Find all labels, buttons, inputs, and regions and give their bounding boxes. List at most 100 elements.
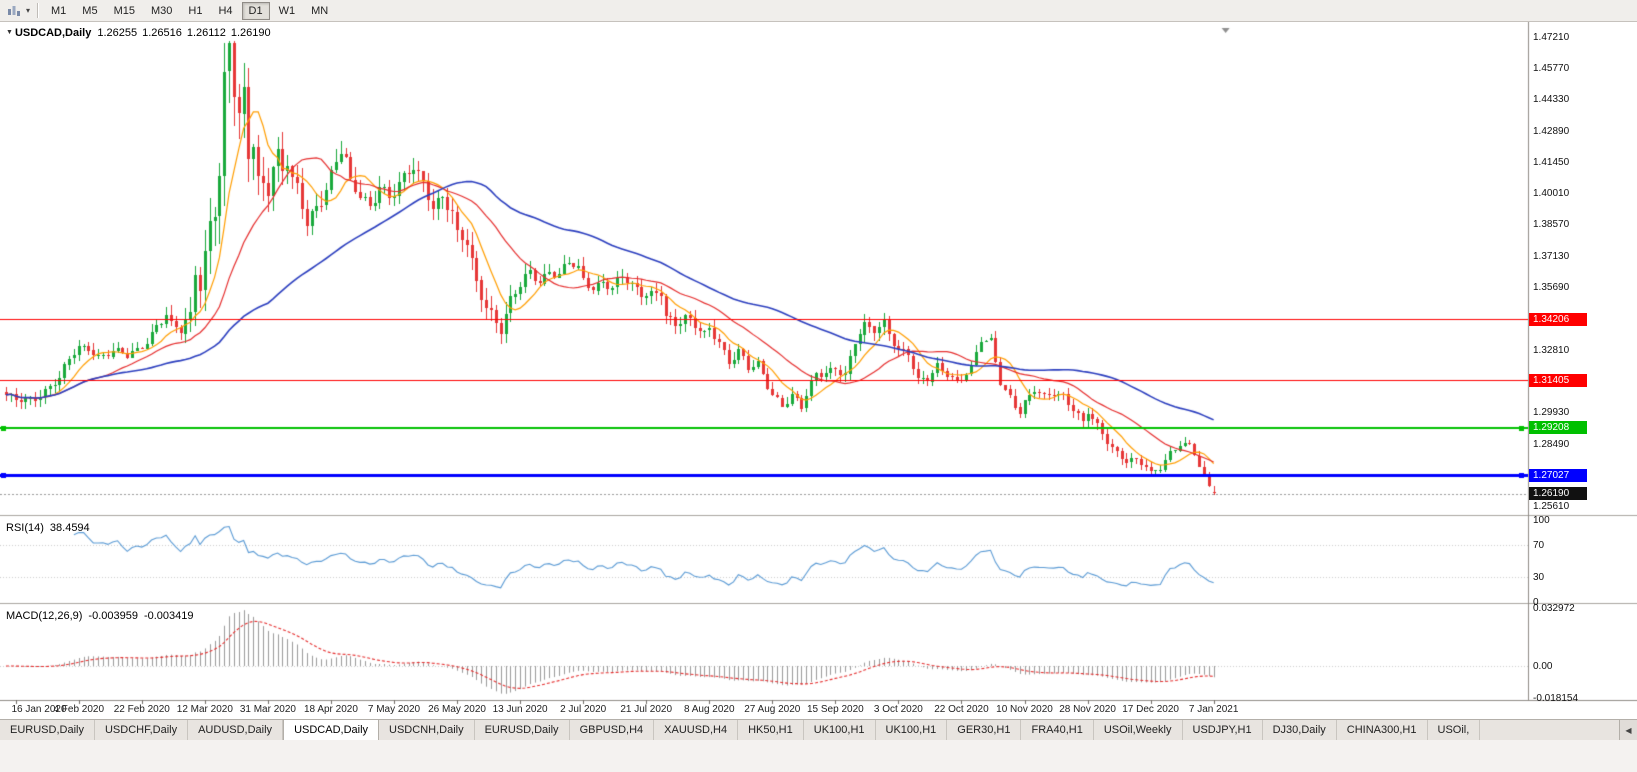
- price-scale-label: 1.44330: [1533, 94, 1570, 106]
- macd-scale-label: -0.018154: [1533, 693, 1579, 704]
- chart-tab-audusd-daily-2[interactable]: AUDUSD,Daily: [188, 720, 284, 740]
- price-scale-label: 1.32810: [1533, 344, 1570, 356]
- chart-tab-usdcad-daily-3[interactable]: USDCAD,Daily: [283, 720, 380, 740]
- price-scale-label: 1.25610: [1533, 501, 1570, 513]
- date-axis-label: 31 Mar 2020: [239, 704, 296, 715]
- date-axis-label: 13 Jun 2020: [492, 704, 548, 715]
- rsi-scale-label: 0: [1533, 597, 1539, 608]
- price-scale-label: 1.40010: [1533, 188, 1570, 200]
- date-axis-label: 12 Mar 2020: [176, 704, 233, 715]
- chart-type-icon-glyph: [8, 5, 20, 16]
- date-axis-label: 18 Apr 2020: [303, 704, 358, 715]
- chart-close-value: 1.26190: [230, 27, 271, 39]
- chart-type-icon[interactable]: [4, 3, 24, 19]
- chart-tab-usdcnh-daily-4[interactable]: USDCNH,Daily: [379, 720, 475, 740]
- rsi-indicator-value: 38.4594: [49, 522, 90, 534]
- price-scale-label: 1.35690: [1533, 282, 1570, 294]
- chart-tab-uk100-h1-10[interactable]: UK100,H1: [875, 720, 948, 740]
- date-axis-label: 3 Oct 2020: [873, 704, 923, 715]
- macd-signal-value: -0.003419: [143, 610, 194, 622]
- toolbar-separator: [37, 3, 39, 18]
- chart-tab-usdchf-daily-1[interactable]: USDCHF,Daily: [94, 720, 189, 740]
- chart-tab-eurusd-daily-0[interactable]: EURUSD,Daily: [0, 720, 95, 740]
- macd-indicator-name: MACD(12,26,9): [6, 610, 83, 622]
- date-axis-label: 22 Oct 2020: [934, 704, 989, 715]
- date-axis-label: 28 Nov 2020: [1059, 704, 1116, 715]
- chart-tab-gbpusd-h4-6[interactable]: GBPUSD,H4: [569, 720, 655, 740]
- price-scale-label: 1.38570: [1533, 219, 1570, 231]
- price-scale[interactable]: 1.47210 1.45770 1.44330 1.42890 1.41450 1.400…: [1528, 22, 1637, 704]
- rsi-scale-label: 100: [1533, 515, 1550, 526]
- chart-tab-bar: EURUSD,Daily USDCHF,Daily AUDUSD,Daily USDC…: [0, 719, 1637, 740]
- price-scale-label: 1.42890: [1533, 125, 1570, 137]
- chart-open-value: 1.26255: [97, 27, 138, 39]
- timeframe-button-h1[interactable]: H1: [188, 5, 203, 17]
- timeframe-button-m15[interactable]: M15: [113, 5, 135, 17]
- date-axis-label: 7 Jan 2021: [1188, 704, 1239, 715]
- price-scale-label: 1.28490: [1533, 438, 1570, 450]
- chart-tab-hk50-h1-8[interactable]: HK50,H1: [738, 720, 804, 740]
- date-axis-label: 7 May 2020: [367, 704, 421, 715]
- timeframe-button-m1[interactable]: M1: [51, 5, 67, 17]
- price-scale-label: 1.41450: [1533, 156, 1570, 168]
- chart-tab-usdjpy-h1-14[interactable]: USDJPY,H1: [1182, 720, 1263, 740]
- tab-scroll-left-button[interactable]: ◀: [1619, 719, 1637, 740]
- macd-indicator-header: MACD(12,26,9) -0.003959 -0.003419: [6, 610, 200, 622]
- date-axis-label: 8 Aug 2020: [683, 704, 735, 715]
- chart-tab-china300-h1-16[interactable]: CHINA300,H1: [1336, 720, 1428, 740]
- rsi-indicator-header: RSI(14) 38.4594: [6, 522, 96, 534]
- timeframe-button-m30[interactable]: M30: [150, 5, 173, 17]
- price-scale-label: 1.37130: [1533, 250, 1570, 262]
- timeframe-buttons-group: M1 M5 M15 M30 H1 H4 D1 W1 MN: [43, 1, 336, 20]
- chart-tab-dj30-daily-15[interactable]: DJ30,Daily: [1262, 720, 1337, 740]
- date-axis-label: 10 Nov 2020: [996, 704, 1053, 715]
- chart-area: ▼ USDCAD,Daily 1.26255 1.26516 1.26112 1.2619…: [0, 22, 1637, 719]
- chart-high-value: 1.26516: [142, 27, 182, 39]
- date-axis-label: 22 Feb 2020: [113, 704, 170, 715]
- chart-tab-usoil-weekly-13[interactable]: USOil,Weekly: [1093, 720, 1183, 740]
- timeframe-toolbar: ▾ M1 M5 M15 M30 H1 H4 D1 W1 MN: [0, 0, 1637, 22]
- chart-ohlc-header: ▼ USDCAD,Daily 1.26255 1.26516 1.26112 1.2619…: [6, 27, 276, 39]
- date-axis-label: 4 Feb 2020: [53, 704, 105, 715]
- toolbar-dropdown-caret-icon[interactable]: ▾: [26, 6, 31, 15]
- price-scale-label: 1.45770: [1533, 62, 1570, 74]
- chart-tab-usoil-17[interactable]: USOil,: [1427, 720, 1481, 740]
- chart-tab-fra40-h1-12[interactable]: FRA40,H1: [1021, 720, 1094, 740]
- price-scale-label: 1.29930: [1533, 407, 1570, 419]
- date-axis-label: 27 Aug 2020: [744, 704, 801, 715]
- timeframe-button-w1[interactable]: W1: [278, 5, 296, 17]
- price-chart-canvas[interactable]: [0, 22, 1637, 719]
- hline-price-badge-1.31405: 1.31405: [1529, 373, 1587, 387]
- chart-tab-xauusd-h4-7[interactable]: XAUUSD,H4: [654, 720, 739, 740]
- macd-main-value: -0.003959: [88, 610, 138, 622]
- date-axis-label: 16 Jan 2020: [11, 704, 67, 715]
- date-axis-label: 26 May 2020: [428, 704, 486, 715]
- macd-scale-label: 0.00: [1533, 661, 1553, 673]
- price-scale-label: 1.47210: [1533, 31, 1570, 43]
- chart-symbol-label: USDCAD,Daily: [14, 27, 92, 39]
- time-axis[interactable]: 16 Jan 2020 4 Feb 2020 22 Feb 2020 12 Mar 2…: [0, 701, 1528, 719]
- date-axis-label: 15 Sep 2020: [806, 704, 864, 715]
- hline-price-badge-1.29208: 1.29208: [1529, 421, 1587, 435]
- chart-menu-caret-icon[interactable]: ▼: [6, 29, 13, 36]
- current-price-badge: 1.26190: [1529, 487, 1587, 501]
- chart-tab-eurusd-daily-5[interactable]: EURUSD,Daily: [474, 720, 570, 740]
- timeframe-button-m5[interactable]: M5: [82, 5, 98, 17]
- hline-price-badge-1.27027: 1.27027: [1529, 468, 1587, 482]
- date-axis-label: 21 Jul 2020: [620, 704, 673, 715]
- hline-price-badge-1.34206: 1.34206: [1529, 312, 1587, 326]
- chart-low-value: 1.26112: [186, 27, 226, 39]
- date-axis-label: 2 Jul 2020: [560, 704, 607, 715]
- macd-scale-label: 0.032972: [1533, 603, 1575, 614]
- rsi-indicator-name: RSI(14): [6, 522, 44, 534]
- rsi-scale-label: 30: [1533, 572, 1545, 584]
- rsi-scale-label: 70: [1533, 539, 1545, 551]
- tab-scroll-left-icon: ◀: [1625, 725, 1632, 735]
- timeframe-button-mn[interactable]: MN: [311, 5, 329, 17]
- chart-tab-uk100-h1-9[interactable]: UK100,H1: [803, 720, 876, 740]
- date-axis-label: 17 Dec 2020: [1122, 704, 1179, 715]
- status-bar: [0, 740, 1637, 772]
- chart-tab-ger30-h1-11[interactable]: GER30,H1: [947, 720, 1022, 740]
- timeframe-button-d1[interactable]: D1: [241, 2, 270, 20]
- timeframe-button-h4[interactable]: H4: [218, 5, 233, 17]
